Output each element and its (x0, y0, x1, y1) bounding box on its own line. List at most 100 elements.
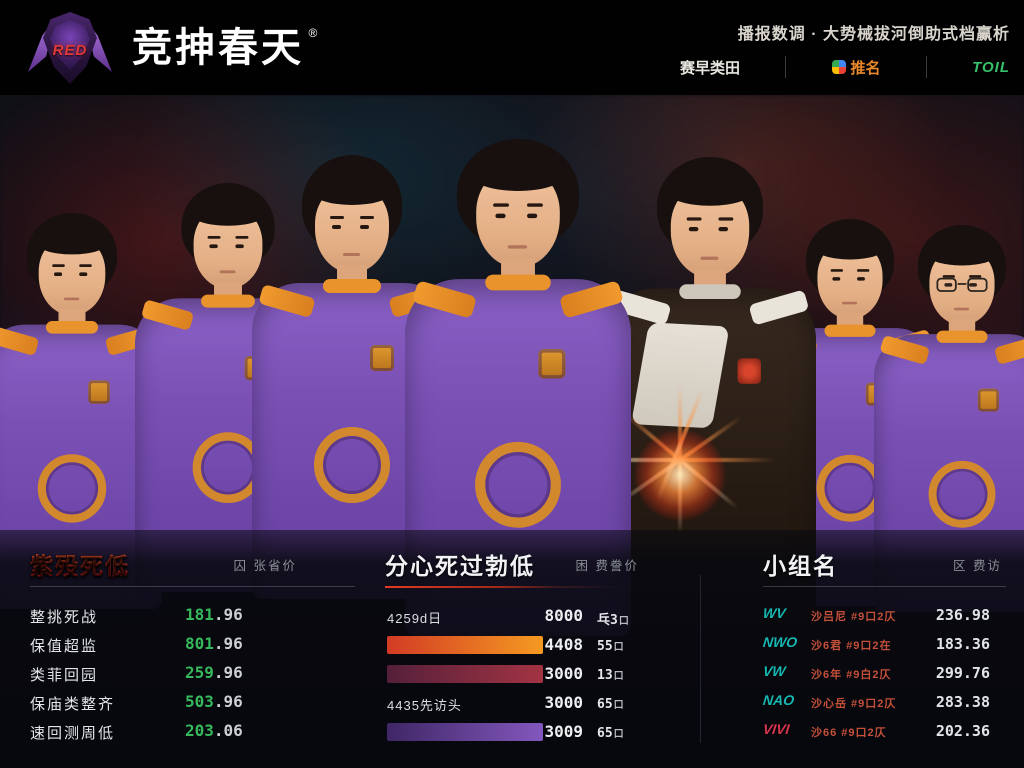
player-eyes (944, 283, 953, 287)
nav-divider (925, 56, 927, 78)
page-title-wrap: 竞抻春天 ® (132, 24, 317, 72)
panel-right-rows: WV 沙吕尼 #9口2仄 236.98 NWO 沙6君 #9口2在 183.36… (762, 601, 1006, 746)
player-mouth (63, 297, 80, 301)
player-eyes (209, 244, 218, 249)
team-tag: WV (762, 605, 787, 621)
jersey-collar (201, 294, 255, 308)
player-brows (330, 216, 344, 219)
g-colorful-icon (831, 60, 846, 74)
panel-middle-more-link[interactable]: 困 费誊价 (575, 558, 639, 573)
crest-logo-text: RED (52, 42, 88, 59)
stat-label: 速回测周低 (30, 725, 116, 742)
header-right: 播报数调 · 大势械拔河倒助式档赢析 赛早类田 推名 TOIL (680, 20, 1010, 78)
header: RED 竞抻春天 ® 播报数调 · 大势械拔河倒助式档赢析 赛早类田 推名 TO… (0, 0, 1024, 95)
player-mouth (343, 253, 360, 256)
stat-row: 整挑死战 181.96 (30, 601, 355, 630)
team-row[interactable]: WV 沙吕尼 #9口2仄 236.98 (762, 601, 1006, 630)
player-hair-fringe (311, 177, 393, 205)
gauge-row: 3009 65口 (385, 718, 697, 747)
gauge-sub-value: 55口 (597, 639, 624, 654)
gauge-row: 3000 13口 (385, 660, 697, 689)
player-brows (830, 269, 843, 272)
gauge-sub-value: 13口 (597, 668, 624, 683)
player-hair-fringe (189, 199, 267, 226)
jersey-red-emblem (737, 358, 761, 384)
team-tag: VW (762, 663, 787, 679)
gauge-sub-value: 乓3口 (597, 613, 629, 628)
jersey-crest-patch (977, 388, 999, 412)
nav-item-2[interactable]: 推名 (831, 57, 881, 78)
team-desc: 沙心岳 #9口2仄 (811, 698, 897, 710)
gauge-sub-value: 65口 (597, 697, 624, 712)
stat-label: 保值超监 (30, 638, 99, 655)
player-eyes (332, 225, 341, 229)
team-row[interactable]: VW 沙6年 #9白2仄 299.76 (762, 659, 1006, 688)
stat-row: 保值超监 801.96 (30, 630, 355, 659)
stat-value: 259.96 (185, 663, 243, 682)
panel-left-title: 紫殁死低 (30, 547, 130, 581)
player-hair-fringe (925, 240, 999, 266)
player-eyes (832, 277, 841, 281)
team-row[interactable]: NAO 沙心岳 #9口2仄 283.38 (762, 688, 1006, 717)
panel-vertical-divider (700, 575, 701, 743)
player-eyes (54, 272, 63, 276)
panel-team-ranking: 小组名 区 费访 WV 沙吕尼 #9口2仄 236.98 NWO 沙6君 #9口… (762, 530, 1006, 768)
team-score: 202.36 (935, 722, 990, 740)
team-crest-logo[interactable]: RED (22, 10, 118, 88)
trademark-symbol: ® (308, 26, 318, 40)
jersey-collar (323, 279, 381, 293)
team-score: 283.38 (935, 693, 990, 711)
page-title: 竞抻春天 (132, 26, 304, 70)
nav-item-2-label: 推名 (850, 59, 881, 77)
jersey-ring-logo (928, 460, 996, 528)
jersey-collar (679, 284, 741, 300)
panel-right-title: 小组名 (763, 553, 838, 579)
stat-row: 保庙类整齐 503.96 (30, 688, 355, 717)
panel-divider (30, 586, 355, 587)
team-score: 183.36 (935, 635, 990, 653)
header-nav: 赛早类田 推名 TOIL (680, 56, 1010, 78)
nav-divider (785, 56, 787, 78)
gauge-sub-value: 65口 (597, 726, 624, 741)
panel-left-rows: 整挑死战 181.96 保值超监 801.96 类菲回园 259.96 保庙类整… (30, 601, 355, 746)
nav-item-1[interactable]: 赛早类田 (680, 59, 741, 77)
player-mouth (219, 270, 236, 274)
gauge-value: 3000 (544, 664, 583, 683)
jersey-collar (485, 274, 551, 291)
gauge-label: 4435先访头 (387, 698, 462, 713)
player-mouth (700, 256, 719, 260)
gauge-row: 4408 55口 (385, 631, 697, 660)
panel-right-more-link[interactable]: 区 费访 (953, 558, 1002, 573)
gauge-label: 4259d日 (387, 611, 443, 626)
team-desc: 沙6年 #9白2仄 (811, 669, 892, 681)
player-eyes (688, 226, 699, 232)
gauge-row: 4435先访头 3000 65口 (385, 689, 697, 718)
nav-item-3[interactable]: TOIL (972, 58, 1010, 76)
team-desc: 沙吕尼 #9口2仄 (811, 611, 897, 623)
player-mouth (954, 307, 970, 311)
player-brows (493, 203, 509, 207)
panel-left-more-link[interactable]: 囚 张省价 (233, 558, 297, 573)
stat-value: 181.96 (185, 605, 243, 624)
team-tag: NAO (762, 692, 795, 708)
panel-stats-middle: 分心死过勃低 困 费誊价 4259d日 8000 乓3口 4408 (385, 530, 697, 768)
player-brows (52, 264, 65, 267)
gauge-value: 3000 (544, 693, 583, 712)
player-hair-fringe (666, 176, 754, 206)
header-tagline: 播报数调 · 大势械拔河倒助式档赢析 (737, 26, 1010, 43)
team-row[interactable]: VIVI 沙66 #9口2仄 202.36 (762, 717, 1006, 746)
team-tag: NWO (762, 634, 799, 650)
jersey-crest-patch (538, 349, 566, 379)
team-desc: 沙6君 #9口2在 (811, 640, 892, 652)
player-hair-fringe (471, 159, 565, 191)
jersey-crest-patch (88, 380, 110, 404)
gauge-row: 4259d日 8000 乓3口 (385, 602, 697, 631)
team-row[interactable]: NWO 沙6君 #9口2在 183.36 (762, 630, 1006, 659)
gauge-value: 3009 (544, 722, 583, 741)
team-desc: 沙66 #9口2仄 (811, 727, 887, 739)
stat-row: 速回测周低 203.06 (30, 717, 355, 746)
stat-value: 503.96 (185, 692, 243, 711)
panel-stats-left: 紫殁死低 囚 张省价 整挑死战 181.96 保值超监 801.96 类菲回园 (30, 530, 355, 768)
jersey-ring-logo (314, 427, 390, 503)
jersey-crest-patch (370, 345, 394, 371)
